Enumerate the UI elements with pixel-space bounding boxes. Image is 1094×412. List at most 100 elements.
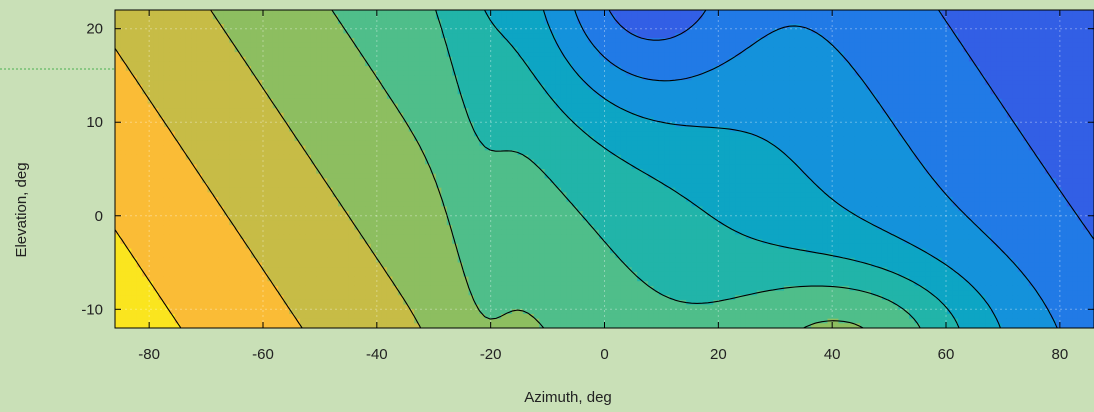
contour-fill-cell xyxy=(779,80,785,85)
contour-fill-cell xyxy=(1072,108,1078,113)
contour-fill-cell xyxy=(137,52,143,57)
contour-fill-cell xyxy=(643,136,649,141)
contour-fill-cell xyxy=(333,52,339,57)
contour-fill-cell xyxy=(545,66,551,71)
contour-fill-cell xyxy=(577,90,583,95)
contour-fill-cell xyxy=(507,99,513,104)
contour-fill-cell xyxy=(893,94,899,99)
contour-fill-cell xyxy=(278,19,284,24)
contour-fill-cell xyxy=(349,94,355,99)
contour-fill-cell xyxy=(757,113,763,118)
contour-fill-cell xyxy=(278,94,284,99)
contour-fill-cell xyxy=(626,15,632,20)
contour-fill-cell xyxy=(974,132,980,137)
contour-fill-cell xyxy=(409,80,415,85)
contour-fill-cell xyxy=(817,99,823,104)
contour-fill-cell xyxy=(131,127,137,132)
contour-fill-cell xyxy=(197,80,203,85)
contour-fill-cell xyxy=(566,33,572,38)
contour-fill-cell xyxy=(316,85,322,90)
contour-fill-cell xyxy=(757,71,763,76)
contour-fill-cell xyxy=(653,108,659,113)
contour-fill-cell xyxy=(735,19,741,24)
contour-fill-cell xyxy=(974,99,980,104)
contour-fill-cell xyxy=(360,132,366,137)
contour-fill-cell xyxy=(349,122,355,127)
contour-fill-cell xyxy=(148,15,154,20)
contour-fill-cell xyxy=(235,57,241,62)
contour-fill-cell xyxy=(365,71,371,76)
contour-fill-cell xyxy=(963,57,969,62)
contour-fill-cell xyxy=(490,108,496,113)
contour-fill-cell xyxy=(452,61,458,66)
contour-fill-cell xyxy=(159,80,165,85)
contour-fill-cell xyxy=(120,113,126,118)
contour-fill-cell xyxy=(202,43,208,48)
contour-fill-cell xyxy=(534,52,540,57)
contour-fill-cell xyxy=(768,90,774,95)
contour-fill-cell xyxy=(594,19,600,24)
contour-fill-cell xyxy=(1061,66,1067,71)
contour-fill-cell xyxy=(207,47,213,52)
contour-fill-cell xyxy=(240,132,246,137)
contour-fill-cell xyxy=(425,75,431,80)
contour-fill-cell xyxy=(224,19,230,24)
contour-fill-cell xyxy=(148,80,154,85)
contour-fill-cell xyxy=(795,94,801,99)
contour-fill-cell xyxy=(621,80,627,85)
contour-fill-cell xyxy=(675,47,681,52)
contour-fill-cell xyxy=(180,10,186,15)
contour-fill-cell xyxy=(632,108,638,113)
contour-fill-cell xyxy=(947,99,953,104)
contour-fill-cell xyxy=(588,104,594,109)
contour-fill-cell xyxy=(1050,10,1056,15)
contour-fill-cell xyxy=(735,33,741,38)
contour-fill-cell xyxy=(512,94,518,99)
contour-fill-cell xyxy=(392,52,398,57)
contour-fill-cell xyxy=(588,52,594,57)
contour-fill-cell xyxy=(615,90,621,95)
contour-fill-cell xyxy=(762,38,768,43)
contour-fill-cell xyxy=(387,19,393,24)
contour-fill-cell xyxy=(197,99,203,104)
contour-fill-cell xyxy=(893,85,899,90)
contour-fill-cell xyxy=(768,127,774,132)
contour-fill-cell xyxy=(664,57,670,62)
contour-fill-cell xyxy=(925,132,931,137)
contour-fill-cell xyxy=(610,136,616,141)
contour-fill-cell xyxy=(572,75,578,80)
contour-fill-cell xyxy=(844,94,850,99)
contour-fill-cell xyxy=(974,90,980,95)
contour-fill-cell xyxy=(191,15,197,20)
contour-fill-cell xyxy=(1072,122,1078,127)
contour-fill-cell xyxy=(1067,99,1073,104)
contour-fill-cell xyxy=(131,113,137,118)
contour-fill-cell xyxy=(757,94,763,99)
contour-fill-cell xyxy=(512,19,518,24)
contour-fill-cell xyxy=(1007,99,1013,104)
contour-fill-cell xyxy=(382,108,388,113)
contour-fill-cell xyxy=(159,29,165,34)
contour-fill-cell xyxy=(605,132,611,137)
contour-fill-cell xyxy=(942,61,948,66)
contour-fill-cell xyxy=(360,85,366,90)
contour-fill-cell xyxy=(316,61,322,66)
contour-fill-cell xyxy=(180,94,186,99)
contour-fill-cell xyxy=(898,94,904,99)
contour-fill-cell xyxy=(539,122,545,127)
contour-fill-cell xyxy=(936,52,942,57)
contour-fill-cell xyxy=(648,136,654,141)
contour-fill-cell xyxy=(659,43,665,48)
contour-fill-cell xyxy=(789,66,795,71)
contour-fill-cell xyxy=(583,94,589,99)
contour-fill-cell xyxy=(371,10,377,15)
contour-fill-cell xyxy=(545,80,551,85)
contour-fill-cell xyxy=(626,10,632,15)
contour-fill-cell xyxy=(305,127,311,132)
contour-fill-cell xyxy=(213,52,219,57)
contour-fill-cell xyxy=(1061,57,1067,62)
contour-fill-cell xyxy=(757,47,763,52)
contour-fill-cell xyxy=(142,52,148,57)
contour-fill-cell xyxy=(768,136,774,141)
contour-fill-cell xyxy=(838,94,844,99)
